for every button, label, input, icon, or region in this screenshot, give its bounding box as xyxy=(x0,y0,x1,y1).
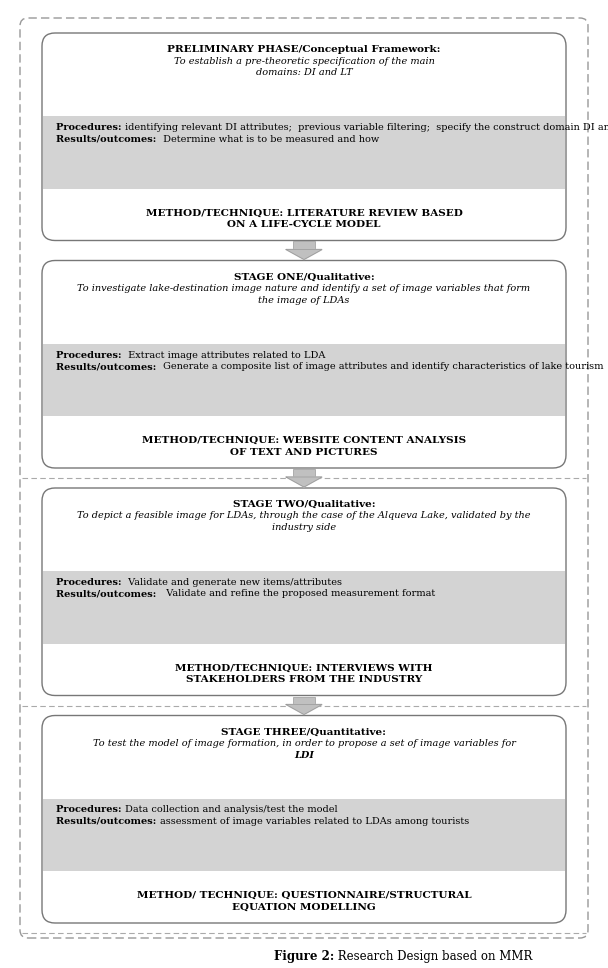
FancyBboxPatch shape xyxy=(42,715,566,923)
Bar xyxy=(293,469,315,477)
Text: ON A LIFE-CYCLE MODEL: ON A LIFE-CYCLE MODEL xyxy=(227,221,381,229)
Text: PRELIMINARY PHASE/Conceptual Framework:: PRELIMINARY PHASE/Conceptual Framework: xyxy=(167,45,441,54)
Polygon shape xyxy=(286,477,322,487)
Text: To investigate lake-destination image nature and identify a set of image variabl: To investigate lake-destination image na… xyxy=(77,284,531,293)
Bar xyxy=(43,116,565,189)
Text: domains: DI and LT: domains: DI and LT xyxy=(256,68,352,77)
Text: STAGE ONE/Qualitative:: STAGE ONE/Qualitative: xyxy=(233,273,375,282)
Text: METHOD/TECHNIQUE: WEBSITE CONTENT ANALYSIS: METHOD/TECHNIQUE: WEBSITE CONTENT ANALYS… xyxy=(142,437,466,445)
Text: METHOD/TECHNIQUE: INTERVIEWS WITH: METHOD/TECHNIQUE: INTERVIEWS WITH xyxy=(175,664,433,673)
Text: Extract image attributes related to LDA: Extract image attributes related to LDA xyxy=(125,350,325,359)
Bar xyxy=(293,697,315,705)
Text: identifying relevant DI attributes;  previous variable filtering;  specify the c: identifying relevant DI attributes; prev… xyxy=(125,123,608,132)
Text: STAGE THREE/Quantitative:: STAGE THREE/Quantitative: xyxy=(221,728,387,737)
Text: METHOD/ TECHNIQUE: QUESTIONNAIRE/STRUCTURAL: METHOD/ TECHNIQUE: QUESTIONNAIRE/STRUCTU… xyxy=(137,892,471,900)
Text: Data collection and analysis/test the model: Data collection and analysis/test the mo… xyxy=(125,805,337,814)
FancyBboxPatch shape xyxy=(20,18,588,938)
Text: Procedures:: Procedures: xyxy=(56,350,125,359)
Text: Results/outcomes:: Results/outcomes: xyxy=(56,362,160,371)
Text: the image of LDAs: the image of LDAs xyxy=(258,295,350,305)
Text: Results/outcomes:: Results/outcomes: xyxy=(56,590,160,598)
Text: To depict a feasible image for LDAs, through the case of the Alqueva Lake, valid: To depict a feasible image for LDAs, thr… xyxy=(77,511,531,521)
FancyBboxPatch shape xyxy=(42,488,566,695)
Text: STAKEHOLDERS FROM THE INDUSTRY: STAKEHOLDERS FROM THE INDUSTRY xyxy=(186,676,422,684)
Text: Validate and refine the proposed measurement format: Validate and refine the proposed measure… xyxy=(160,590,435,598)
Text: EQUATION MODELLING: EQUATION MODELLING xyxy=(232,903,376,912)
Bar xyxy=(43,799,565,871)
Bar xyxy=(293,241,315,250)
Text: Results/outcomes:: Results/outcomes: xyxy=(56,817,160,826)
Text: Figure 2:: Figure 2: xyxy=(274,950,334,963)
FancyBboxPatch shape xyxy=(42,260,566,468)
Text: Research Design based on MMR: Research Design based on MMR xyxy=(334,950,533,963)
Text: Procedures:: Procedures: xyxy=(56,123,125,132)
Text: To test the model of image formation, in order to propose a set of image variabl: To test the model of image formation, in… xyxy=(92,739,516,748)
Bar xyxy=(43,344,565,416)
Text: industry side: industry side xyxy=(272,523,336,532)
Text: METHOD/TECHNIQUE: LITERATURE REVIEW BASED: METHOD/TECHNIQUE: LITERATURE REVIEW BASE… xyxy=(145,209,463,218)
Polygon shape xyxy=(286,705,322,714)
Text: Procedures:: Procedures: xyxy=(56,578,125,587)
Text: LDI: LDI xyxy=(294,750,314,760)
Text: STAGE TWO/Qualitative:: STAGE TWO/Qualitative: xyxy=(233,500,375,509)
Text: assessment of image variables related to LDAs among tourists: assessment of image variables related to… xyxy=(160,817,469,826)
Text: OF TEXT AND PICTURES: OF TEXT AND PICTURES xyxy=(230,448,378,457)
Text: Figure 2:: Figure 2: xyxy=(274,950,334,963)
Text: Results/outcomes:: Results/outcomes: xyxy=(56,135,160,143)
Text: To establish a pre-theoretic specification of the main: To establish a pre-theoretic specificati… xyxy=(173,56,435,66)
Bar xyxy=(43,571,565,644)
Text: Generate a composite list of image attributes and identify characteristics of la: Generate a composite list of image attri… xyxy=(160,362,603,371)
Text: Procedures:: Procedures: xyxy=(56,805,125,814)
FancyBboxPatch shape xyxy=(42,33,566,240)
Polygon shape xyxy=(286,250,322,259)
Text: Determine what is to be measured and how: Determine what is to be measured and how xyxy=(160,135,379,143)
Text: Validate and generate new items/attributes: Validate and generate new items/attribut… xyxy=(125,578,342,587)
